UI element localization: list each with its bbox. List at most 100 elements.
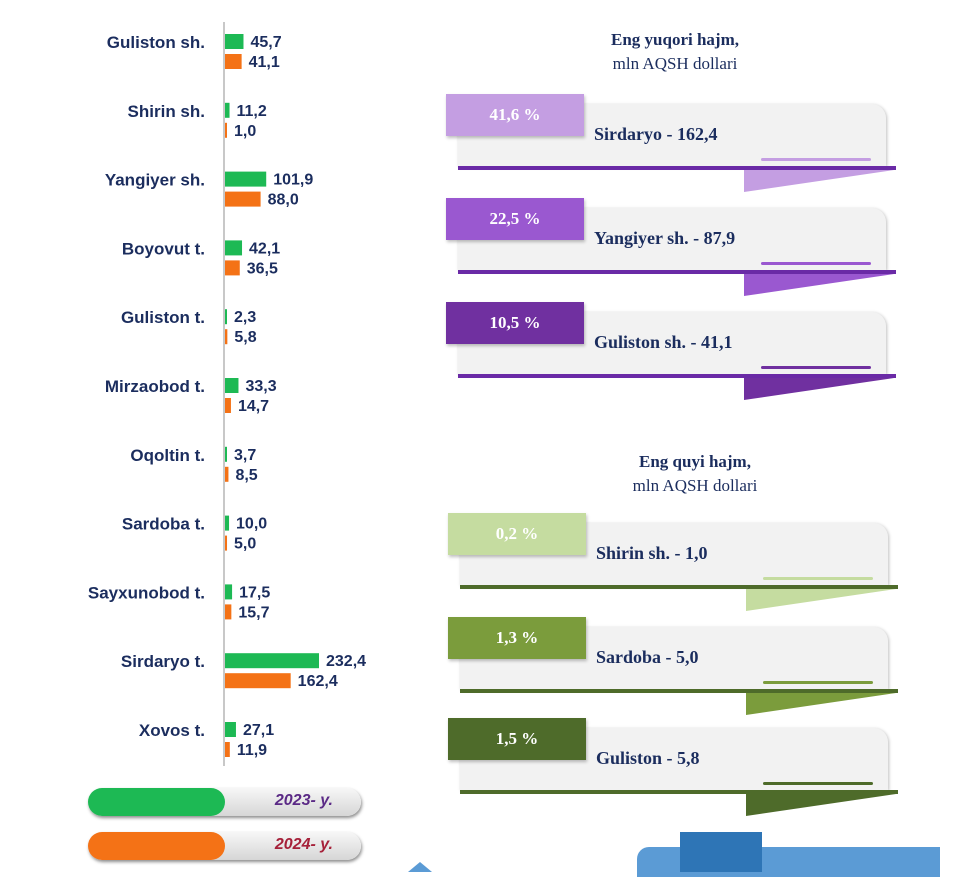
card-accent bbox=[763, 681, 873, 684]
category-label: Boyovut t. bbox=[122, 239, 205, 258]
bar-2024 bbox=[225, 54, 242, 69]
data-label-2024: 36,5 bbox=[247, 260, 278, 277]
bottom-card-1: 0,2 % Shirin sh. - 1,0 bbox=[448, 513, 898, 611]
card-label: Shirin sh. - 1,0 bbox=[596, 543, 708, 563]
bottom-card-3: 1,5 % Guliston - 5,8 bbox=[448, 718, 898, 816]
bar-2023 bbox=[225, 378, 239, 393]
card-tail bbox=[746, 794, 896, 816]
top-panel-title: Eng yuqori hajm, bbox=[611, 30, 739, 49]
card-underline bbox=[458, 374, 896, 378]
card-accent bbox=[761, 262, 871, 265]
card-tail bbox=[744, 378, 894, 400]
bottom-panel-title: Eng quyi hajm, bbox=[639, 452, 751, 471]
legend-swatch-2023 bbox=[88, 788, 225, 816]
data-label-2023: 27,1 bbox=[243, 722, 274, 739]
data-label-2024: 14,7 bbox=[238, 398, 269, 415]
category-label: Guliston t. bbox=[121, 308, 205, 327]
category-label: Shirin sh. bbox=[128, 102, 205, 121]
bar-2024 bbox=[225, 604, 232, 620]
category-label: Xovos t. bbox=[139, 721, 205, 740]
bar-2024 bbox=[225, 122, 227, 138]
percent-badge: 41,6 % bbox=[446, 94, 584, 136]
bar-2023 bbox=[225, 653, 319, 669]
category-label: Yangiyer sh. bbox=[105, 171, 205, 190]
card-underline bbox=[458, 166, 896, 170]
data-label-2023: 2,3 bbox=[234, 309, 256, 326]
bar-chart: Guliston sh. 45,7 41,1 Shirin sh. 11,2 1,0 Yan… bbox=[88, 22, 366, 766]
data-label-2024: 41,1 bbox=[249, 54, 280, 71]
bar-2024 bbox=[225, 191, 261, 207]
card-label: Sirdaryo - 162,4 bbox=[594, 124, 718, 144]
bar-2023 bbox=[225, 34, 244, 49]
bottom-panel-heading: Eng quyi hajm, mln AQSH dollari bbox=[580, 450, 810, 498]
data-label-2023: 45,7 bbox=[250, 34, 281, 51]
bar-2023 bbox=[225, 171, 267, 187]
card-tail bbox=[744, 274, 894, 296]
card-tail bbox=[746, 589, 896, 611]
bar-2024 bbox=[225, 673, 291, 689]
bottom-card-2: 1,3 % Sardoba - 5,0 bbox=[448, 617, 898, 715]
card-tail bbox=[744, 170, 894, 192]
category-label: Mirzaobod t. bbox=[105, 377, 205, 396]
percent-badge: 22,5 % bbox=[446, 198, 584, 240]
data-label-2024: 1,0 bbox=[234, 123, 256, 140]
card-accent bbox=[763, 782, 873, 785]
card-label: Yangiyer sh. - 87,9 bbox=[594, 228, 736, 248]
data-label-2023: 232,4 bbox=[326, 653, 366, 670]
bar-2023 bbox=[225, 446, 227, 462]
bar-2023 bbox=[225, 584, 233, 600]
data-label-2023: 33,3 bbox=[245, 378, 276, 395]
top-panel-subtitle: mln AQSH dollari bbox=[612, 54, 738, 73]
card-accent bbox=[761, 366, 871, 369]
card-underline bbox=[460, 689, 898, 693]
card-underline bbox=[458, 270, 896, 274]
data-label-2023: 42,1 bbox=[249, 240, 280, 257]
bar-2023 bbox=[225, 102, 230, 118]
data-label-2024: 11,9 bbox=[237, 742, 267, 759]
data-label-2023: 11,2 bbox=[237, 103, 267, 120]
top-card-2: 22,5 % Yangiyer sh. - 87,9 bbox=[446, 198, 896, 296]
card-tail bbox=[746, 693, 896, 715]
top-panel-heading: Eng yuqori hajm, mln AQSH dollari bbox=[560, 28, 790, 76]
legend-2024: 2024- y. bbox=[88, 832, 361, 860]
bar-2024 bbox=[225, 535, 228, 551]
card-label: Guliston - 5,8 bbox=[596, 748, 700, 768]
bar-2024 bbox=[225, 329, 228, 345]
bar-2024 bbox=[225, 260, 240, 276]
legend-label-2023: 2023- y. bbox=[274, 792, 333, 809]
bar-2023 bbox=[225, 722, 236, 737]
data-label-2023: 17,5 bbox=[239, 584, 270, 601]
decorative-shape bbox=[408, 862, 432, 872]
bar-2024 bbox=[225, 466, 229, 482]
percent-badge: 10,5 % bbox=[446, 302, 584, 344]
category-label: Sayxunobod t. bbox=[88, 583, 205, 602]
top-card-3: 10,5 % Guliston sh. - 41,1 bbox=[446, 302, 896, 400]
card-underline bbox=[460, 585, 898, 589]
top-card-1: 41,6 % Sirdaryo - 162,4 bbox=[446, 94, 896, 192]
bar-2024 bbox=[225, 398, 231, 413]
bar-2023 bbox=[225, 515, 230, 531]
data-label-2024: 88,0 bbox=[268, 192, 299, 209]
data-label-2023: 101,9 bbox=[273, 172, 313, 189]
bar-2024 bbox=[225, 742, 230, 757]
card-accent bbox=[763, 577, 873, 580]
data-label-2024: 15,7 bbox=[238, 604, 269, 621]
card-label: Guliston sh. - 41,1 bbox=[594, 332, 733, 352]
data-label-2023: 10,0 bbox=[236, 516, 267, 533]
bar-2023 bbox=[225, 309, 227, 325]
data-label-2024: 5,0 bbox=[234, 536, 256, 553]
legend-label-2024: 2024- y. bbox=[274, 836, 333, 853]
data-label-2024: 5,8 bbox=[234, 329, 256, 346]
card-accent bbox=[761, 158, 871, 161]
percent-badge: 0,2 % bbox=[448, 513, 586, 555]
bottom-panel-subtitle: mln AQSH dollari bbox=[632, 476, 758, 495]
percent-badge: 1,3 % bbox=[448, 617, 586, 659]
category-label: Guliston sh. bbox=[107, 33, 205, 52]
card-underline bbox=[460, 790, 898, 794]
percent-badge: 1,5 % bbox=[448, 718, 586, 760]
legend-2023: 2023- y. bbox=[88, 788, 361, 816]
legend-swatch-2024 bbox=[88, 832, 225, 860]
category-label: Sardoba t. bbox=[122, 515, 205, 534]
data-label-2024: 162,4 bbox=[298, 673, 338, 690]
bar-2023 bbox=[225, 240, 243, 256]
